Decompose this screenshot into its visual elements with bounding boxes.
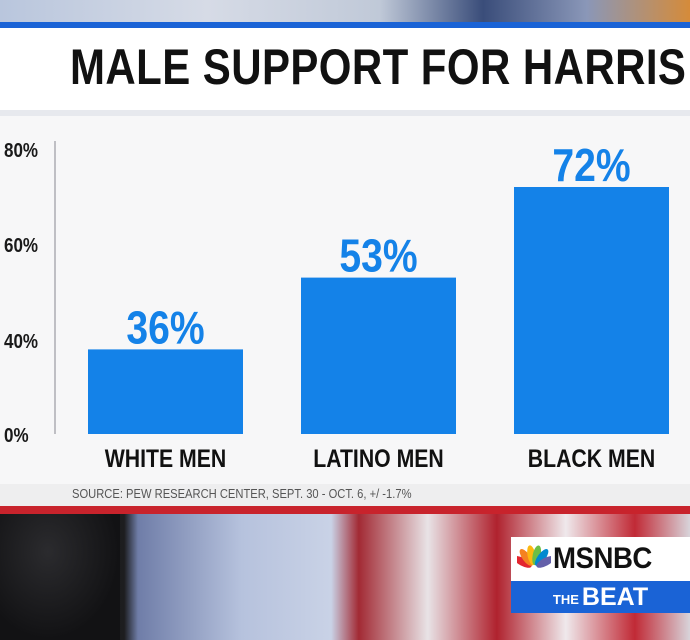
category-label: BLACK MEN: [528, 444, 655, 472]
category-label: LATINO MEN: [313, 444, 444, 472]
y-tick-label: 0%: [4, 424, 29, 447]
bar: [301, 277, 456, 434]
background-image-top: [0, 0, 690, 22]
data-label: 53%: [339, 231, 417, 283]
data-label: 72%: [552, 140, 630, 192]
data-label: 36%: [126, 302, 204, 354]
bottom-accent-stripe: [0, 506, 690, 514]
logo-top: MSNBC: [511, 537, 690, 581]
bar-chart: 80% 60% 40% 0% 36% 53% 72% WHITE MEN LATINO ME…: [4, 139, 669, 472]
title-divider: [0, 110, 690, 116]
network-name: MSNBC: [553, 542, 652, 575]
bar: [514, 187, 669, 434]
top-accent-stripe: [0, 22, 690, 28]
title-band: [0, 28, 690, 114]
y-tick-label: 60%: [4, 234, 38, 257]
show-name: BEAT: [581, 582, 649, 611]
source-note: SOURCE: PEW RESEARCH CENTER, SEPT. 30 - …: [72, 486, 412, 501]
show-prefix: THE: [552, 591, 579, 607]
source-band: [0, 484, 690, 506]
chart-title: MALE SUPPORT FOR HARRIS: [70, 39, 687, 95]
anchor-silhouette: [0, 514, 120, 640]
show-badge: THE BEAT: [511, 581, 690, 613]
bar: [88, 349, 243, 434]
peacock-icon: [517, 545, 551, 568]
category-label: WHITE MEN: [105, 444, 227, 472]
y-tick-label: 80%: [4, 139, 38, 162]
y-tick-label: 40%: [4, 330, 38, 353]
network-logo: MSNBC THE BEAT: [511, 537, 690, 613]
